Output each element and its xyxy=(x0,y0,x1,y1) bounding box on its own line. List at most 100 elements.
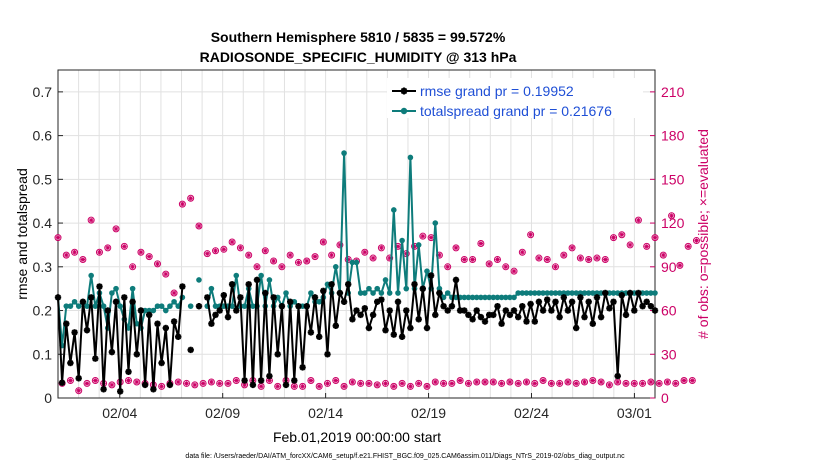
rmse-point xyxy=(544,296,551,303)
rmse-point xyxy=(353,307,360,314)
rmse-point xyxy=(386,307,393,314)
obs-evaluated-point xyxy=(134,379,140,385)
obs-evaluated-point xyxy=(72,249,77,255)
obs-evaluated-point xyxy=(540,378,546,383)
spread-point xyxy=(75,303,82,309)
rmse-point xyxy=(440,303,447,310)
rmse-point xyxy=(535,298,543,305)
rmse-point xyxy=(316,333,323,340)
spread-point xyxy=(473,294,480,301)
y-axis-right: 0 30 60 90 120 150 180 210 xyxy=(650,84,685,406)
rmse-point xyxy=(531,318,538,325)
obs-evaluated-point xyxy=(644,244,649,249)
spread-point xyxy=(515,290,521,296)
rmse-point xyxy=(54,294,62,301)
x-tick-label: 02/09 xyxy=(205,405,240,421)
legend-box xyxy=(387,78,643,118)
obs-evaluated-point xyxy=(561,252,566,258)
obs-possible-point xyxy=(245,251,253,259)
obs-evaluated-point xyxy=(55,235,61,240)
rmse-point xyxy=(187,346,194,354)
obs-evaluated-point xyxy=(350,379,355,385)
spread-point xyxy=(109,290,115,296)
obs-possible-point xyxy=(593,254,601,262)
obs-evaluated-point xyxy=(565,379,571,385)
obs-evaluated-point xyxy=(665,379,670,385)
rmse-point xyxy=(253,276,261,284)
obs-evaluated-point xyxy=(545,257,550,262)
y2-tick-label: 150 xyxy=(661,171,685,187)
rmse-point xyxy=(494,303,501,310)
obs-evaluated-point xyxy=(317,384,322,389)
spread-point xyxy=(502,294,509,301)
obs-possible-point xyxy=(655,379,663,387)
rmse-point xyxy=(291,377,298,384)
rmse-point xyxy=(477,313,485,321)
spread-point xyxy=(187,303,194,309)
obs-evaluated-point xyxy=(292,384,297,389)
obs-evaluated-point xyxy=(258,384,264,389)
obs-evaluated-point xyxy=(416,381,421,386)
obs-evaluated-point xyxy=(341,384,347,389)
spread-point xyxy=(129,285,136,292)
spread-point xyxy=(585,290,592,296)
spread-point xyxy=(386,290,393,296)
obs-evaluated-point xyxy=(557,381,562,386)
x-tick-label: 02/24 xyxy=(514,405,549,421)
obs-evaluated-point xyxy=(196,223,202,229)
rmse-point xyxy=(407,324,414,332)
obs-possible-point xyxy=(348,378,356,386)
spread-point xyxy=(511,294,517,301)
spread-point xyxy=(208,285,215,292)
obs-possible-point xyxy=(668,212,676,220)
rmse-point xyxy=(100,386,107,393)
rmse-point xyxy=(228,281,236,288)
obs-possible-point xyxy=(522,378,530,386)
obs-evaluated-point xyxy=(308,378,314,383)
spread-point xyxy=(407,154,414,161)
obs-evaluated-point xyxy=(200,381,206,386)
rmse-point xyxy=(224,313,232,321)
obs-evaluated-point xyxy=(263,248,268,254)
y-tick-label: 0.5 xyxy=(33,171,53,187)
obs-evaluated-point xyxy=(192,382,198,388)
obs-possible-point xyxy=(456,377,464,385)
obs-evaluated-point xyxy=(445,264,450,269)
spread-point xyxy=(84,303,90,309)
rmse-point xyxy=(245,281,252,288)
spread-point xyxy=(527,290,534,296)
rmse-point xyxy=(444,307,451,314)
spread-point xyxy=(250,303,256,309)
spread-point xyxy=(544,290,551,296)
y2-tick-label: 60 xyxy=(661,303,677,319)
obs-possible-point xyxy=(390,382,398,390)
obs-evaluated-point xyxy=(213,248,218,254)
rmse-point xyxy=(469,316,476,323)
obs-possible-point xyxy=(386,254,394,262)
obs-evaluated-point xyxy=(333,378,338,383)
chart-subtitle: RADIOSONDE_SPECIFIC_HUMIDITY @ 313 hPa xyxy=(200,49,517,65)
rmse-point xyxy=(328,281,335,288)
obs-evaluated-point xyxy=(379,245,384,251)
obs-evaluated-point xyxy=(474,379,479,385)
obs-evaluated-point xyxy=(275,384,280,389)
rmse-point xyxy=(597,313,605,321)
y-tick-label: 0.7 xyxy=(33,84,53,100)
obs-evaluated-point xyxy=(97,249,102,255)
obs-possible-point xyxy=(597,378,605,386)
rmse-point xyxy=(96,283,103,290)
legend: rmse grand pr = 0.19952 totalspread gran… xyxy=(387,78,643,119)
rmse-point xyxy=(465,311,472,319)
obs-evaluated-point xyxy=(221,247,227,252)
spread-point xyxy=(581,290,588,296)
obs-possible-point xyxy=(469,256,477,264)
obs-evaluated-point xyxy=(424,384,430,389)
rmse-point xyxy=(552,298,559,305)
obs-possible-point xyxy=(340,382,348,390)
spread-point xyxy=(482,294,488,301)
rmse-point xyxy=(79,298,87,305)
obs-evaluated-point xyxy=(661,252,666,258)
rmse-point xyxy=(278,303,286,310)
obs-possible-point xyxy=(572,379,580,387)
rmse-point xyxy=(71,329,78,336)
